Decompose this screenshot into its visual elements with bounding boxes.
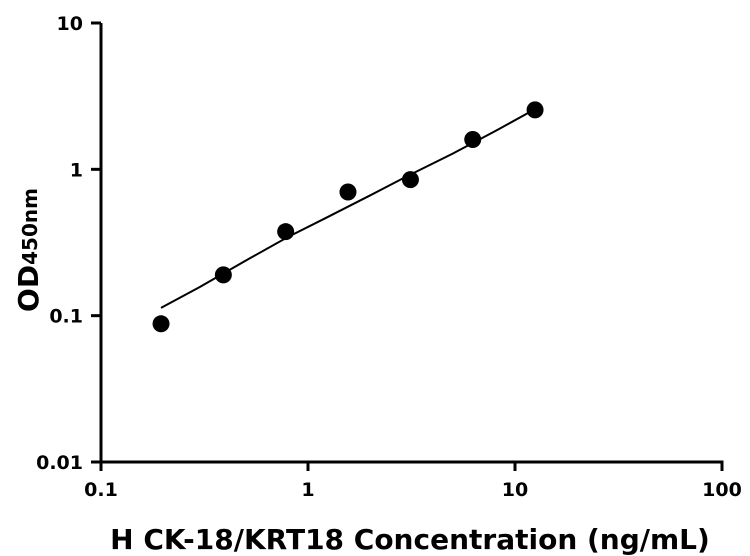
axes [99,23,724,464]
y-axis-title: OD450nm [12,188,45,312]
x-axis-title: H CK-18/KRT18 Concentration (ng/mL) [110,523,710,556]
data-point [339,183,357,201]
data-point [152,315,170,333]
x-tick-label: 0.1 [84,479,118,501]
data-points-layer [152,101,544,333]
data-point [464,130,482,148]
data-point [401,171,419,189]
x-ticks: 0.1 1 10 100 [84,462,742,501]
data-point [526,101,544,119]
y-tick-label: 0.01 [36,452,83,474]
y-ticks: 0.01 0.1 1 10 [36,13,101,474]
x-tick-label: 1 [301,479,314,501]
x-tick-label: 100 [702,479,742,501]
y-axis-title-sub: 450nm [18,188,42,265]
y-tick-label: 0.1 [49,306,83,328]
y-tick-label: 1 [70,159,83,181]
x-tick-label: 10 [502,479,528,501]
y-tick-label: 10 [57,13,83,35]
data-point [214,266,232,284]
y-axis-title-main: OD [12,265,45,312]
data-point [277,223,295,241]
